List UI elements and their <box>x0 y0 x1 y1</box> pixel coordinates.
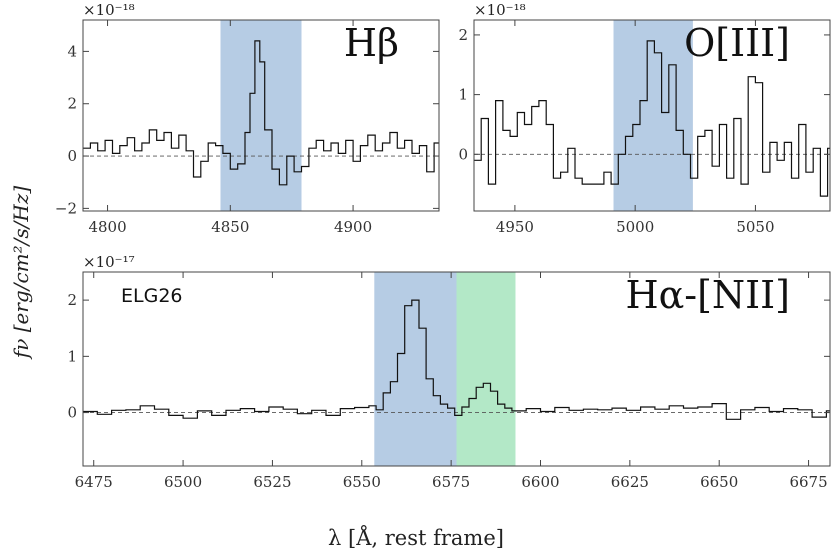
y-tick-label: 2 <box>458 26 468 44</box>
y-tick-label: 1 <box>458 86 468 104</box>
x-tick-label: 4950 <box>496 218 534 236</box>
panel-title: O[III] <box>684 21 790 65</box>
x-tick-label: 4800 <box>88 218 126 236</box>
line-window-band-0 <box>374 272 457 466</box>
y-tick-label: 0 <box>67 404 77 422</box>
x-tick-label: 5050 <box>736 218 774 236</box>
x-tick-label: 6575 <box>432 473 470 491</box>
y-scale-multiplier: ×10⁻¹⁷ <box>83 253 135 271</box>
panel-hbeta: 4800 4850 4900 −2 0 2 4 ×10⁻¹⁸ Hβ <box>55 1 440 236</box>
x-tick-label: 6625 <box>611 473 649 491</box>
y-scale-multiplier: ×10⁻¹⁸ <box>474 1 526 19</box>
y-tick-label: 2 <box>67 95 77 113</box>
y-axis-label: fν [erg/cm²/s/Hz] <box>9 186 33 361</box>
x-tick-label: 6600 <box>521 473 559 491</box>
spectrum-series <box>83 40 439 186</box>
x-tick-label: 6550 <box>343 473 381 491</box>
panel-title: Hβ <box>344 21 399 65</box>
y-tick-label: 0 <box>67 147 77 165</box>
panel-oiii: 4950 5000 5050 0 1 2 ×10⁻¹⁸ O[III] <box>458 1 831 236</box>
x-axis-label: λ [Å, rest frame] <box>328 525 504 550</box>
spectrum-series <box>83 299 830 420</box>
x-tick-label: 6650 <box>700 473 738 491</box>
x-tick-label: 4850 <box>211 218 249 236</box>
object-label: ELG26 <box>121 285 183 307</box>
x-tick-label: 4900 <box>334 218 372 236</box>
plot-frame <box>473 19 831 212</box>
plot-frame <box>82 271 831 467</box>
y-tick-label: −2 <box>55 199 77 217</box>
x-tick-label: 6675 <box>789 473 827 491</box>
spectrum-series <box>474 40 830 197</box>
line-window-band-0 <box>613 20 693 211</box>
line-window-band-0 <box>220 20 302 211</box>
y-tick-label: 1 <box>67 347 77 365</box>
y-tick-label: 2 <box>67 291 77 309</box>
line-window-band-1 <box>456 272 516 466</box>
x-tick-label: 5000 <box>616 218 654 236</box>
plot-frame <box>82 19 440 212</box>
panel-title: Hα-[NII] <box>625 273 790 317</box>
y-tick-label: 4 <box>67 42 77 60</box>
y-tick-label: 0 <box>458 145 468 163</box>
y-scale-multiplier: ×10⁻¹⁸ <box>83 1 135 19</box>
x-tick-label: 6475 <box>75 473 113 491</box>
x-tick-label: 6500 <box>164 473 202 491</box>
panel-halpha: 6475 6500 6525 6550 6575 6600 6625 6650 6675 0 1 2 ×… <box>67 253 831 491</box>
x-tick-label: 6525 <box>253 473 291 491</box>
